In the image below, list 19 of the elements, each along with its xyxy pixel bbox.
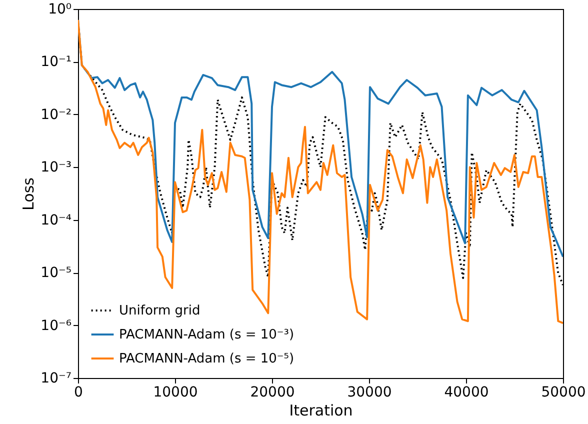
x-tick-label: 10000 [153,384,198,400]
y-tick-label: 10⁻⁷ [40,370,72,386]
x-tick-label: 20000 [250,384,295,400]
legend-label: Uniform grid [119,304,200,318]
legend-label: PACMANN-Adam (s = 10⁻³) [119,328,294,342]
y-tick-label: 10⁻³ [40,160,72,176]
legend-label: PACMANN-Adam (s = 10⁻⁵) [119,352,294,366]
y-tick-label: 10⁰ [48,2,72,18]
y-tick-label: 10⁻⁵ [40,265,72,282]
x-tick-label: 40000 [444,384,489,400]
y-tick-label: 10⁻² [40,106,72,123]
y-tick-label: 10⁻⁶ [40,318,72,334]
x-axis-title: Iteration [289,402,353,420]
x-tick-label: 50000 [541,384,586,400]
y-tick-label: 10⁻⁴ [40,212,72,228]
y-tick-label: 10⁻¹ [40,54,72,70]
y-axis-title: Loss [20,177,38,210]
x-tick-label: 30000 [347,384,392,400]
x-tick-label: 0 [74,384,83,400]
